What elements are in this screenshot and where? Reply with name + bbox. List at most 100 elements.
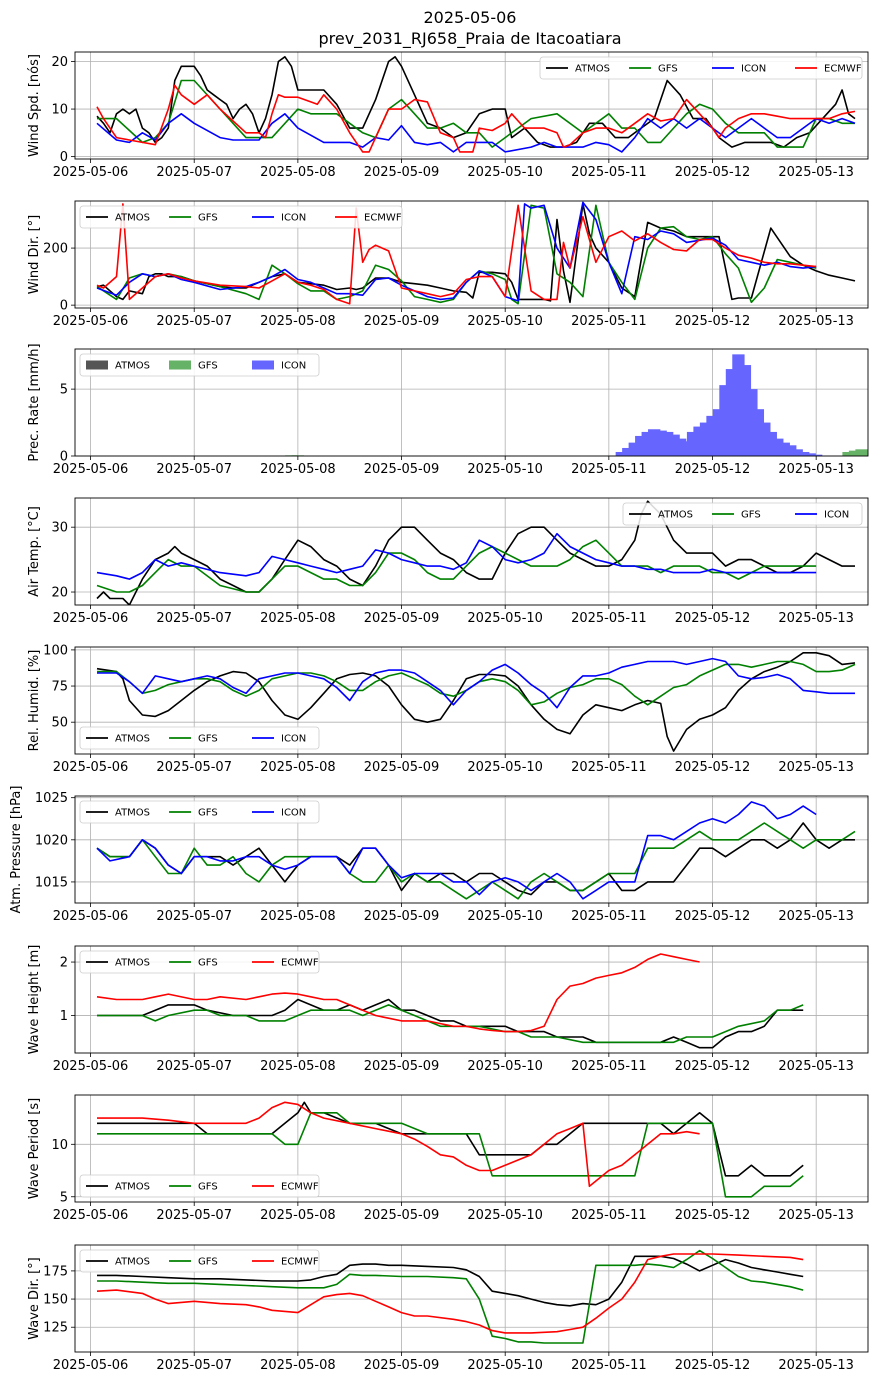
x-tick-label: 2025-05-08 [260, 909, 336, 924]
bar-icon [622, 447, 635, 456]
x-tick-label: 2025-05-08 [260, 314, 336, 329]
x-tick-label: 2025-05-11 [571, 462, 647, 477]
legend-box [79, 353, 320, 377]
figure-subtitle: prev_2031_RJ658_Praia de Itacoatiara [318, 29, 622, 48]
x-tick-label: 2025-05-09 [364, 611, 440, 626]
x-tick-label: 2025-05-12 [675, 760, 751, 775]
x-tick-label: 2025-05-10 [467, 462, 543, 477]
bar-icon [797, 451, 810, 456]
y-tick-label: 20 [51, 55, 68, 70]
panel-8: 2025-05-06 2025-05-07 2025-05-08 2025-05-09… [27, 1094, 869, 1223]
legend-label-ecmwf: ECMWF [281, 958, 319, 969]
legend-label-gfs: GFS [741, 510, 761, 521]
x-tick-label: 2025-05-07 [156, 165, 232, 180]
panel-5: 2025-05-06 2025-05-07 2025-05-08 2025-05-09… [27, 643, 869, 775]
bar-gfs [848, 450, 862, 456]
y-tick-label: 2 [60, 956, 68, 971]
x-tick-label: 2025-05-08 [260, 165, 336, 180]
figure-title: 2025-05-06 [423, 8, 517, 27]
series-line-ecmwf [96, 84, 856, 153]
x-tick-label: 2025-05-10 [467, 1059, 543, 1074]
x-tick-label: 2025-05-12 [675, 611, 751, 626]
legend-label-icon: ICON [281, 734, 306, 745]
x-tick-label: 2025-05-12 [675, 165, 751, 180]
x-tick-label: 2025-05-09 [364, 1358, 440, 1373]
x-tick-label: 2025-05-11 [571, 165, 647, 180]
legend-label-icon: ICON [281, 213, 306, 224]
legend: ATMOS GFS ECMWF [79, 1249, 320, 1273]
plot-area [96, 1249, 804, 1344]
x-tick-label: 2025-05-09 [364, 314, 440, 329]
series-line-icon [96, 532, 817, 580]
plot-area [96, 801, 856, 900]
legend-label-gfs: GFS [198, 1257, 218, 1268]
x-tick-label: 2025-05-06 [53, 165, 129, 180]
legend-box [79, 726, 320, 750]
series-line-ecmwf [96, 203, 817, 305]
bar-gfs [842, 451, 855, 456]
legend-swatch-atmos [86, 360, 108, 370]
legend-label-atmos: ATMOS [658, 510, 693, 521]
x-tick-label: 2025-05-10 [467, 611, 543, 626]
series-line-ecmwf [97, 1101, 700, 1188]
panel-3: 2025-05-06 2025-05-07 2025-05-08 2025-05-09… [27, 343, 869, 477]
axes-frame [74, 646, 869, 755]
x-tick-label: 2025-05-13 [778, 462, 854, 477]
x-tick-label: 2025-05-07 [156, 760, 232, 775]
y-axis-label: Wind Dir. [°] [27, 215, 42, 295]
legend-label-gfs: GFS [198, 213, 218, 224]
y-tick-label: 175 [43, 1264, 68, 1279]
legend-label-atmos: ATMOS [115, 213, 150, 224]
x-tick-label: 2025-05-10 [467, 314, 543, 329]
legend-label-gfs: GFS [198, 808, 218, 819]
y-axis-label: Wave Dir. [°] [27, 1257, 42, 1340]
series-line-gfs [97, 1249, 804, 1344]
y-tick-label: 20 [51, 586, 68, 601]
x-tick-label: 2025-05-07 [156, 1208, 232, 1223]
x-tick-label: 2025-05-13 [778, 611, 854, 626]
x-tick-label: 2025-05-08 [260, 611, 336, 626]
bar-icon [810, 454, 823, 456]
legend-label-atmos: ATMOS [115, 361, 150, 372]
x-tick-label: 2025-05-12 [675, 462, 751, 477]
x-tick-label: 2025-05-13 [778, 1059, 854, 1074]
legend: ATMOS GFS ICON [79, 353, 320, 377]
x-tick-label: 2025-05-06 [53, 1059, 129, 1074]
legend-label-icon: ICON [281, 361, 306, 372]
plot-area [96, 651, 856, 752]
x-tick-label: 2025-05-11 [571, 1208, 647, 1223]
x-tick-label: 2025-05-10 [467, 909, 543, 924]
legend-label-atmos: ATMOS [575, 64, 610, 75]
axes-frame [74, 795, 869, 904]
legend-label-gfs: GFS [198, 361, 218, 372]
x-tick-label: 2025-05-09 [364, 760, 440, 775]
x-tick-label: 2025-05-09 [364, 909, 440, 924]
y-axis-label: Air Temp. [°C] [27, 506, 42, 597]
y-tick-label: 0 [60, 150, 68, 165]
y-axis-label: Rel. Humid. [%] [27, 650, 42, 752]
legend-box [79, 205, 403, 229]
series-line-gfs [97, 1004, 804, 1044]
legend-label-atmos: ATMOS [115, 958, 150, 969]
plot-area [96, 201, 856, 305]
plot-area [97, 1101, 804, 1198]
x-tick-label: 2025-05-13 [778, 909, 854, 924]
x-tick-label: 2025-05-13 [778, 760, 854, 775]
y-axis-label: Wave Height [m] [27, 945, 42, 1055]
legend-label-atmos: ATMOS [115, 808, 150, 819]
series-line-gfs [96, 539, 817, 593]
axes-frame [74, 497, 869, 606]
legend-label-icon: ICON [281, 808, 306, 819]
bar-icon [784, 445, 797, 456]
x-tick-label: 2025-05-09 [364, 165, 440, 180]
y-tick-label: 1 [60, 1009, 68, 1024]
x-tick-label: 2025-05-13 [778, 165, 854, 180]
x-tick-label: 2025-05-07 [156, 909, 232, 924]
y-tick-label: 75 [51, 680, 68, 695]
x-tick-label: 2025-05-13 [778, 1208, 854, 1223]
series-line-gfs [96, 822, 856, 900]
x-tick-label: 2025-05-12 [675, 314, 751, 329]
y-tick-label: 125 [43, 1321, 68, 1336]
legend: ATMOS GFS ECMWF [79, 1174, 320, 1198]
series-line-gfs [97, 79, 855, 148]
